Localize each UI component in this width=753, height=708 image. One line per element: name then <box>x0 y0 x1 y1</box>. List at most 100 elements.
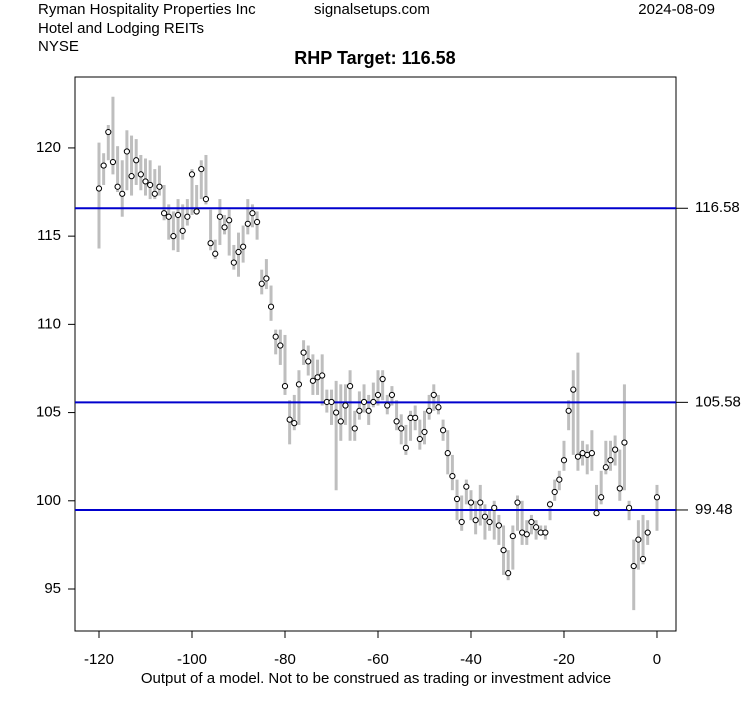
close-point <box>309 377 316 384</box>
close-point <box>105 128 112 136</box>
close-point <box>463 483 470 490</box>
close-point <box>602 464 609 471</box>
close-point <box>486 518 493 526</box>
close-point <box>574 453 582 460</box>
close-point <box>253 218 261 226</box>
close-point <box>379 375 386 383</box>
x-tick-label: 0 <box>653 651 661 668</box>
close-point <box>151 190 158 197</box>
close-point <box>226 217 233 224</box>
close-point <box>342 402 349 409</box>
close-point <box>449 472 456 480</box>
close-point <box>319 372 326 379</box>
close-point <box>216 213 223 220</box>
close-point <box>635 536 642 543</box>
close-point <box>402 444 409 451</box>
close-point <box>495 522 502 529</box>
close-point <box>621 439 628 446</box>
close-point <box>388 391 396 399</box>
close-point <box>374 391 382 399</box>
close-point <box>500 547 507 554</box>
close-point <box>560 457 568 464</box>
close-point <box>370 398 377 406</box>
close-point <box>491 504 498 511</box>
chart-title: RHP Target: 116.58 <box>294 48 455 68</box>
close-point <box>281 383 289 390</box>
close-point <box>114 183 121 190</box>
close-point <box>426 407 433 414</box>
close-point <box>481 513 489 520</box>
close-point <box>384 402 391 409</box>
footnote: Output of a model. Not to be construed a… <box>141 670 611 687</box>
x-tick-label: -80 <box>274 651 296 668</box>
close-point <box>393 418 400 425</box>
close-point <box>142 178 149 185</box>
close-point <box>439 427 447 434</box>
close-point <box>598 494 605 501</box>
close-point <box>221 224 228 231</box>
y-tick-label: 95 <box>44 580 61 597</box>
close-point <box>365 407 372 414</box>
close-point <box>123 148 130 155</box>
close-point <box>188 171 196 178</box>
close-point <box>639 555 647 563</box>
close-point <box>147 181 154 189</box>
close-point <box>616 485 623 492</box>
company: Ryman Hospitality Properties Inc <box>38 1 256 18</box>
close-point <box>328 398 335 406</box>
close-point <box>430 391 437 399</box>
close-point <box>272 333 279 340</box>
close-point <box>207 240 214 247</box>
close-point <box>277 342 284 349</box>
x-tick-label: -60 <box>367 651 389 668</box>
close-point <box>133 157 140 164</box>
close-point <box>453 495 461 503</box>
y-tick-label: 110 <box>37 315 61 332</box>
close-point <box>179 227 186 234</box>
sector: Hotel and Lodging REITs <box>38 20 204 37</box>
close-point <box>416 435 423 443</box>
close-point <box>295 381 303 388</box>
close-point <box>412 414 419 421</box>
target-label: 99.48 <box>695 501 733 518</box>
close-point <box>300 349 307 356</box>
close-point <box>509 532 516 540</box>
target-label: 105.58 <box>695 393 741 410</box>
close-point <box>267 303 275 310</box>
close-point <box>458 518 465 526</box>
close-point <box>653 494 661 501</box>
close-point <box>351 425 358 432</box>
close-point <box>235 248 242 256</box>
close-point <box>630 562 637 570</box>
close-point <box>109 158 117 166</box>
close-point <box>230 259 237 266</box>
close-point <box>588 450 595 457</box>
close-point <box>212 250 219 257</box>
close-point <box>435 404 442 411</box>
close-point <box>100 162 107 169</box>
close-point <box>286 416 293 423</box>
close-point <box>612 446 619 453</box>
y-tick-label: 115 <box>37 227 61 244</box>
x-tick-label: -120 <box>84 651 114 668</box>
close-point <box>505 570 512 577</box>
close-point <box>477 499 484 506</box>
close-point <box>398 425 405 432</box>
y-tick-label: 100 <box>36 492 61 509</box>
close-point <box>607 457 614 464</box>
close-point <box>644 529 651 536</box>
close-point <box>514 499 521 506</box>
close-point <box>263 275 270 282</box>
close-point <box>333 409 340 416</box>
close-point <box>95 185 103 192</box>
close-point <box>542 529 549 536</box>
close-point <box>160 210 168 217</box>
close-point <box>528 518 535 526</box>
site: signalsetups.com <box>314 1 430 18</box>
close-point <box>119 190 126 197</box>
close-point <box>174 211 182 219</box>
close-point <box>258 280 265 287</box>
close-point <box>128 173 135 180</box>
close-point <box>593 510 600 517</box>
